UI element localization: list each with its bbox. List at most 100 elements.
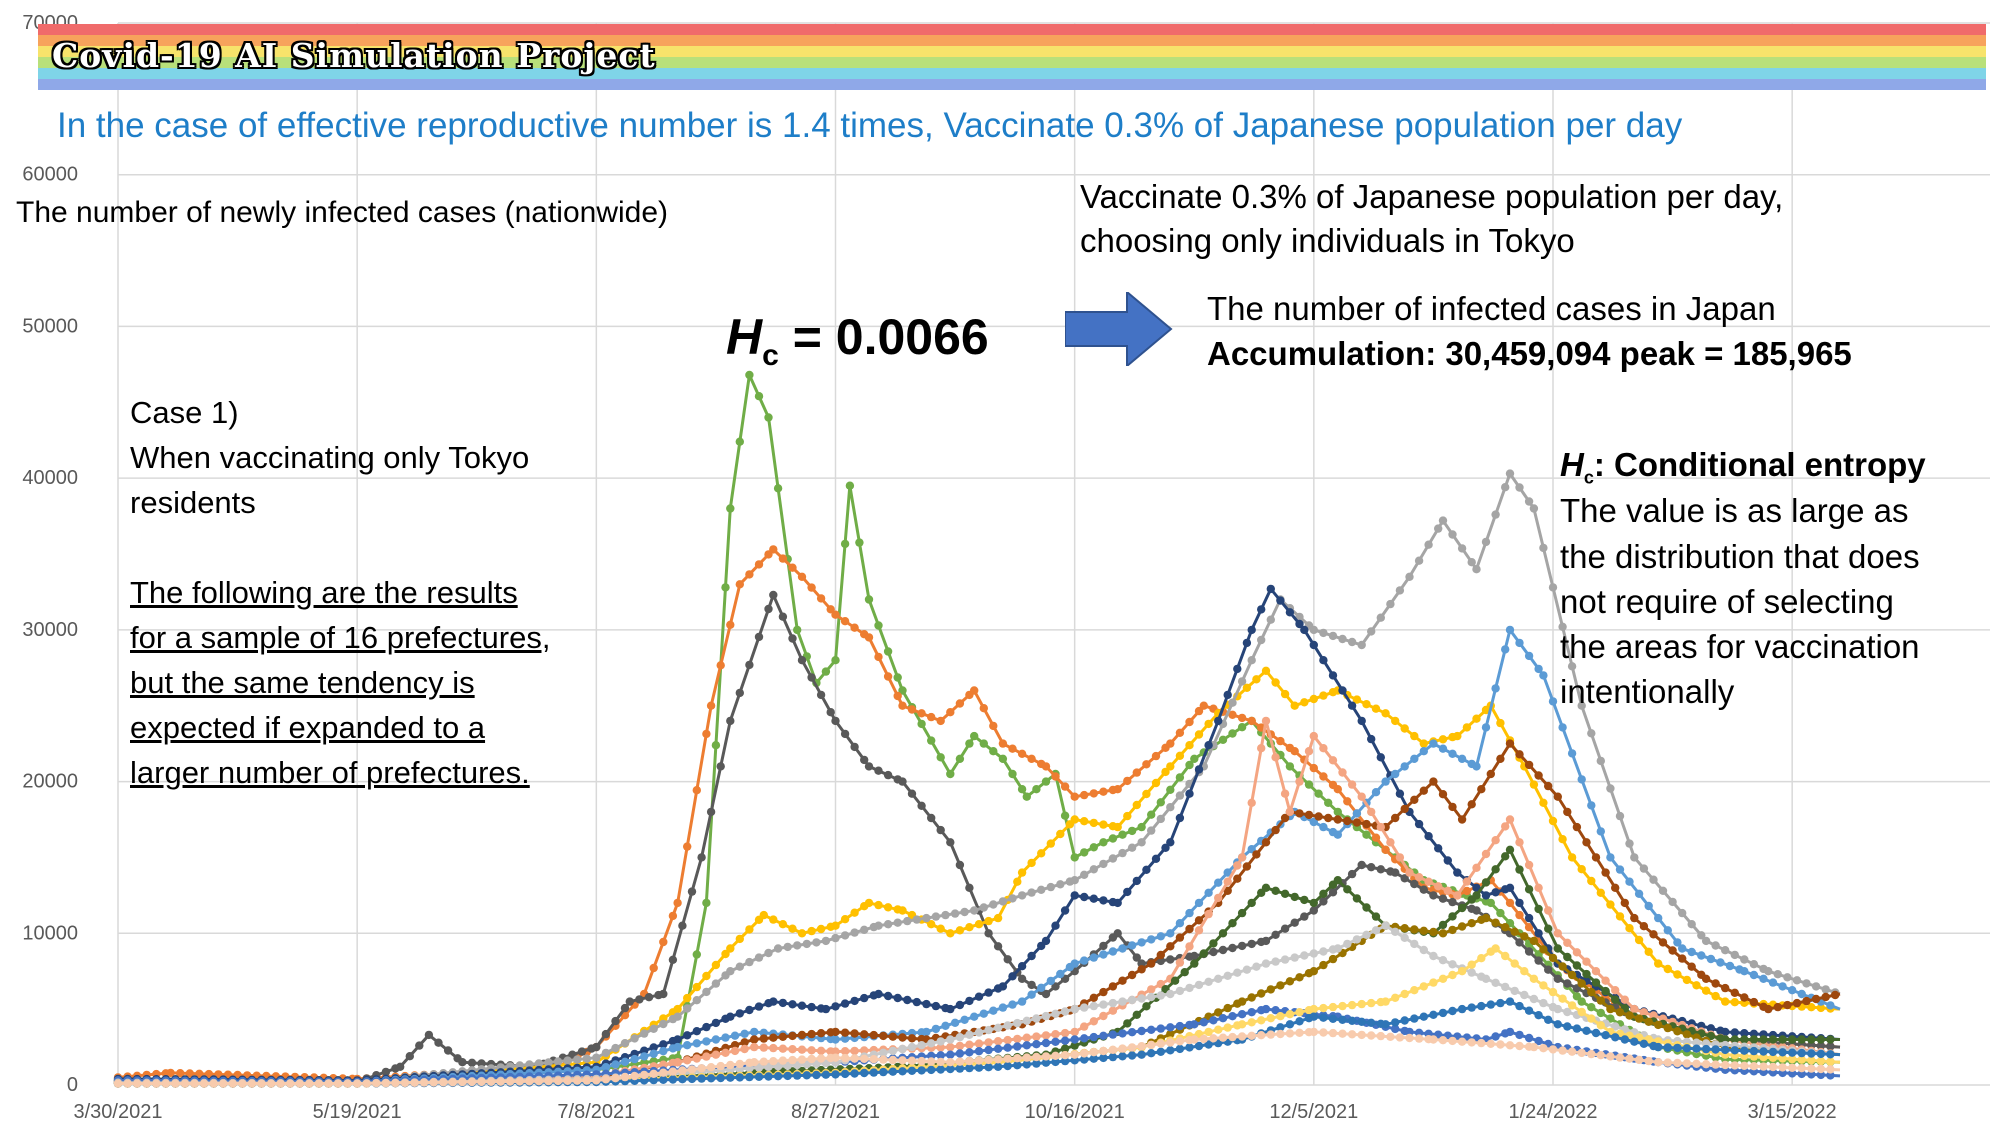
data-point bbox=[544, 1058, 553, 1067]
data-point bbox=[1309, 694, 1319, 704]
data-point bbox=[1214, 974, 1223, 983]
y-axis-description: The number of newly infected cases (nati… bbox=[16, 196, 669, 229]
data-point bbox=[1367, 998, 1376, 1008]
data-point bbox=[1190, 754, 1199, 763]
data-point bbox=[1596, 888, 1606, 897]
data-point bbox=[1477, 1038, 1486, 1048]
data-point bbox=[1185, 983, 1194, 993]
data-point bbox=[1032, 1040, 1041, 1049]
data-point bbox=[816, 690, 826, 700]
data-point bbox=[750, 1042, 759, 1052]
data-point bbox=[1472, 883, 1481, 892]
data-point bbox=[1013, 1018, 1022, 1028]
data-point bbox=[965, 1048, 974, 1057]
data-point bbox=[1257, 744, 1266, 753]
data-point bbox=[477, 1077, 486, 1087]
data-point bbox=[1300, 951, 1309, 960]
data-point bbox=[673, 898, 682, 908]
data-point bbox=[1467, 1038, 1476, 1047]
data-point bbox=[1668, 946, 1677, 955]
data-point bbox=[898, 1067, 907, 1076]
data-point bbox=[683, 1056, 692, 1065]
data-point bbox=[1228, 1032, 1237, 1042]
data-point bbox=[1572, 822, 1582, 832]
data-point bbox=[1347, 1000, 1357, 1010]
data-point bbox=[778, 998, 788, 1008]
data-point bbox=[1319, 691, 1328, 700]
data-point bbox=[1137, 822, 1146, 832]
data-point bbox=[936, 1051, 945, 1060]
data-point bbox=[1037, 849, 1046, 858]
data-point bbox=[1371, 788, 1381, 797]
data-point bbox=[1142, 760, 1151, 769]
data-point bbox=[1257, 635, 1266, 645]
data-point bbox=[840, 1034, 850, 1043]
data-point bbox=[1137, 994, 1146, 1003]
data-point bbox=[883, 672, 893, 681]
data-point bbox=[1816, 1049, 1826, 1059]
data-point bbox=[1290, 747, 1299, 756]
data-point bbox=[1405, 572, 1414, 581]
data-point bbox=[515, 1077, 524, 1086]
data-point bbox=[1347, 780, 1357, 789]
data-point bbox=[1060, 1007, 1070, 1016]
data-point bbox=[1448, 897, 1457, 907]
data-point bbox=[1582, 969, 1591, 979]
data-point bbox=[1175, 728, 1185, 737]
data-point bbox=[946, 1050, 955, 1059]
data-point bbox=[620, 1072, 630, 1082]
data-point bbox=[1759, 1062, 1768, 1071]
data-point bbox=[1510, 927, 1519, 936]
data-point bbox=[1099, 896, 1108, 905]
data-point bbox=[620, 1039, 630, 1048]
data-point bbox=[1524, 885, 1534, 894]
data-point bbox=[984, 1055, 993, 1065]
data-point bbox=[1410, 986, 1419, 995]
data-point bbox=[1773, 1002, 1783, 1012]
data-point bbox=[898, 686, 907, 695]
data-point bbox=[1472, 565, 1481, 574]
data-point bbox=[979, 739, 988, 748]
data-point bbox=[1639, 1008, 1649, 1017]
data-point bbox=[1577, 701, 1586, 710]
data-point bbox=[965, 1030, 974, 1040]
data-point bbox=[807, 926, 816, 936]
data-point bbox=[410, 1078, 419, 1088]
data-point bbox=[1429, 978, 1438, 987]
data-point bbox=[1438, 894, 1448, 903]
data-point bbox=[1190, 1035, 1199, 1044]
data-point bbox=[1419, 739, 1429, 748]
data-point bbox=[1022, 1016, 1031, 1025]
data-point bbox=[1611, 883, 1620, 892]
data-point bbox=[1453, 868, 1462, 877]
data-point bbox=[955, 860, 965, 870]
data-point bbox=[898, 1056, 907, 1065]
data-point bbox=[659, 1068, 668, 1077]
data-point bbox=[1242, 638, 1252, 648]
data-point bbox=[1190, 1020, 1199, 1029]
data-point bbox=[735, 580, 744, 589]
data-point bbox=[1233, 968, 1242, 977]
data-point bbox=[673, 1035, 682, 1044]
data-point bbox=[1008, 972, 1017, 981]
data-point bbox=[1113, 898, 1122, 908]
data-point bbox=[788, 1031, 797, 1041]
data-point bbox=[1395, 586, 1405, 595]
data-point bbox=[1457, 1004, 1467, 1014]
data-point bbox=[754, 1063, 764, 1072]
data-point bbox=[1060, 906, 1070, 915]
data-point bbox=[1816, 1070, 1826, 1080]
data-point bbox=[1505, 1027, 1515, 1037]
data-point bbox=[917, 1041, 926, 1050]
data-point bbox=[1725, 961, 1735, 971]
data-point bbox=[1778, 1063, 1787, 1072]
data-point bbox=[907, 1034, 917, 1043]
data-point bbox=[1080, 1022, 1089, 1031]
data-point bbox=[1027, 990, 1036, 999]
data-point bbox=[716, 1073, 725, 1083]
data-point bbox=[1280, 789, 1290, 798]
data-point bbox=[1582, 957, 1591, 966]
data-point bbox=[1544, 1015, 1553, 1024]
data-point bbox=[1223, 877, 1232, 886]
data-point bbox=[711, 1035, 721, 1044]
